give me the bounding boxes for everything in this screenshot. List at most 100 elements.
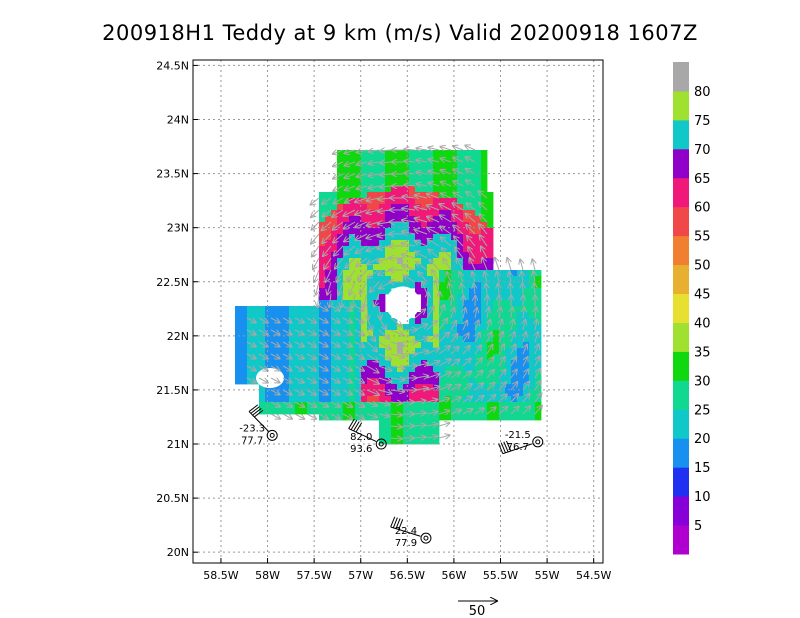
wind-vector — [311, 197, 320, 205]
field-cell — [385, 396, 392, 403]
colorbar-swatch — [673, 235, 689, 266]
field-cell — [475, 180, 482, 187]
field-cell — [439, 234, 446, 241]
field-cell — [319, 246, 326, 253]
field-cell — [493, 294, 500, 301]
field-cell — [337, 252, 344, 259]
field-cell — [379, 240, 386, 247]
wind-vector — [428, 159, 440, 162]
field-cell — [349, 408, 356, 415]
field-cell — [511, 360, 518, 367]
field-cell — [331, 228, 338, 235]
wind-vector — [366, 353, 378, 362]
field-cell — [325, 222, 332, 229]
field-cell — [481, 240, 488, 247]
wind-vector — [522, 382, 529, 391]
field-cell — [463, 162, 470, 169]
field-cell — [535, 324, 542, 331]
field-cell — [397, 216, 404, 223]
wind-vector — [318, 317, 328, 323]
field-cell — [373, 396, 380, 403]
field-cell — [307, 372, 314, 379]
field-cell — [481, 402, 488, 409]
wind-vector — [441, 193, 452, 199]
field-cell — [391, 198, 398, 205]
reference-vector: 50 — [458, 601, 497, 618]
wind-vector — [510, 284, 511, 295]
field-cell — [313, 312, 320, 319]
wind-vector — [345, 245, 356, 255]
field-cell — [403, 258, 410, 265]
wind-vector — [466, 192, 476, 199]
field-cell — [343, 258, 350, 265]
field-cell — [391, 204, 398, 211]
field-cell — [349, 294, 356, 301]
field-cell — [535, 288, 542, 295]
field-cell — [391, 396, 398, 403]
field-cell — [265, 306, 272, 313]
wind-vector — [450, 360, 459, 367]
wind-vector — [414, 425, 426, 426]
field-cell — [427, 234, 434, 241]
field-cell — [397, 156, 404, 163]
field-cell — [439, 270, 446, 277]
field-cell — [379, 438, 386, 445]
wind-vector — [270, 342, 280, 347]
field-cell — [439, 186, 446, 193]
field-cell — [331, 282, 338, 289]
field-cell — [469, 192, 476, 199]
field-cell — [427, 282, 434, 289]
field-cell — [373, 186, 380, 193]
field-cell — [433, 174, 440, 181]
field-cell — [469, 264, 476, 271]
field-cell — [529, 390, 536, 397]
wind-barb-flag — [348, 418, 355, 429]
field-cell — [355, 408, 362, 415]
field-cell — [319, 270, 326, 277]
wind-barb-flag — [503, 441, 509, 453]
field-cell — [385, 216, 392, 223]
wind-vector — [324, 257, 332, 269]
field-cell — [469, 330, 476, 337]
field-cell — [355, 270, 362, 277]
field-cell — [361, 336, 368, 343]
reference-vector-label: 50 — [469, 604, 486, 618]
field-cell — [301, 372, 308, 379]
wind-vector — [333, 221, 344, 230]
field-cell — [463, 312, 470, 319]
field-cell — [529, 324, 536, 331]
field-cell — [445, 234, 452, 241]
field-cell — [529, 294, 536, 301]
wind-vector — [453, 169, 464, 175]
field-cell — [361, 228, 368, 235]
field-cell — [349, 234, 356, 241]
field-cell — [253, 360, 260, 367]
field-cell — [421, 150, 428, 157]
wind-vector — [379, 305, 380, 319]
wind-vector — [534, 393, 541, 403]
wind-vector — [450, 385, 460, 391]
x-tick-label: 55.5W — [483, 569, 518, 582]
field-cell — [427, 414, 434, 421]
field-cell — [385, 336, 392, 343]
wind-vector — [523, 345, 527, 355]
field-cell — [271, 336, 278, 343]
field-cell — [397, 174, 404, 181]
field-cell — [421, 312, 428, 319]
field-cell — [337, 186, 344, 193]
field-cell — [439, 264, 446, 271]
field-cell — [391, 366, 398, 373]
field-cell — [409, 282, 416, 289]
field-cell — [505, 408, 512, 415]
wind-vector — [414, 338, 428, 343]
field-cell — [421, 216, 428, 223]
field-cell — [337, 216, 344, 223]
field-cell — [463, 276, 470, 283]
wind-vector — [438, 398, 449, 402]
field-cell — [409, 354, 416, 361]
wind-vector — [354, 389, 364, 395]
field-cell — [415, 414, 422, 421]
field-cell — [475, 228, 482, 235]
field-cell — [325, 312, 332, 319]
field-cell — [481, 180, 488, 187]
